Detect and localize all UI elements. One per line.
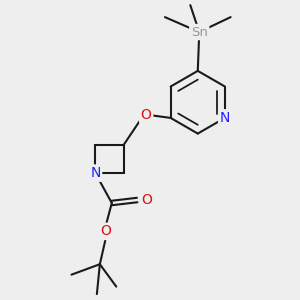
Text: N: N	[90, 166, 100, 180]
Text: Sn: Sn	[191, 26, 208, 38]
Text: O: O	[100, 224, 111, 239]
Text: O: O	[141, 108, 152, 122]
Text: O: O	[141, 193, 152, 207]
Text: N: N	[220, 111, 230, 125]
